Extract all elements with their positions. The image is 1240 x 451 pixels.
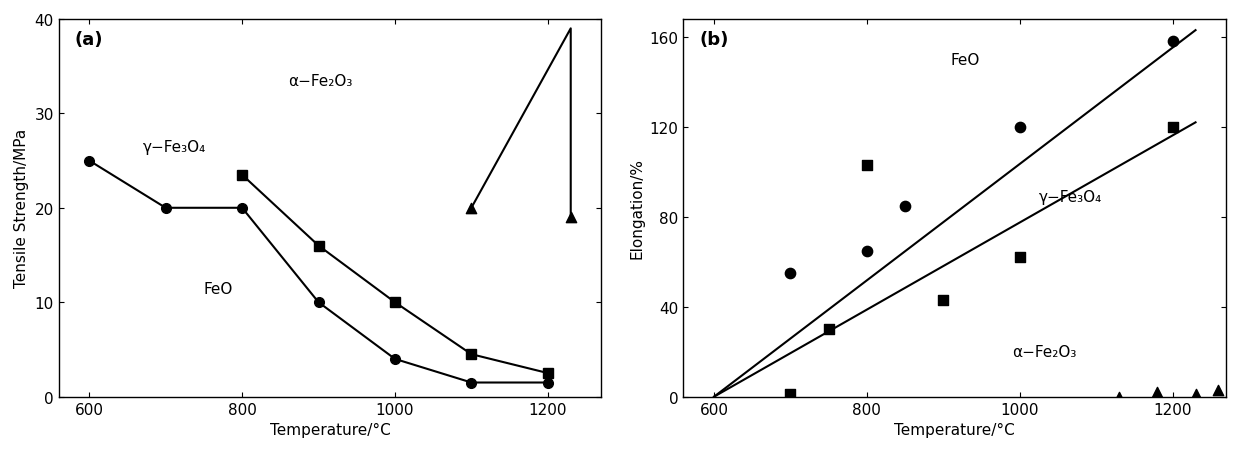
Point	[818, 326, 838, 333]
Point	[1009, 124, 1029, 131]
Point	[560, 214, 580, 221]
Point	[461, 205, 481, 212]
Point	[857, 162, 877, 169]
Point	[934, 297, 954, 304]
Text: FeO: FeO	[951, 53, 981, 68]
Point	[1185, 391, 1205, 398]
Point	[895, 202, 915, 210]
Text: γ−Fe₃O₄: γ−Fe₃O₄	[1039, 189, 1102, 205]
Text: α−Fe₂O₃: α−Fe₂O₃	[1012, 345, 1076, 359]
Point	[1163, 39, 1183, 46]
Y-axis label: Elongation/%: Elongation/%	[629, 158, 644, 259]
Point	[1163, 124, 1183, 131]
Text: (a): (a)	[74, 31, 103, 49]
Point	[780, 391, 800, 398]
Text: γ−Fe₃O₄: γ−Fe₃O₄	[143, 140, 206, 155]
Point	[780, 270, 800, 277]
Y-axis label: Tensile Strength/MPa: Tensile Strength/MPa	[14, 129, 29, 288]
Text: α−Fe₂O₃: α−Fe₂O₃	[288, 74, 352, 89]
X-axis label: Temperature/°C: Temperature/°C	[894, 422, 1016, 437]
Text: (b): (b)	[699, 31, 729, 49]
X-axis label: Temperature/°C: Temperature/°C	[269, 422, 391, 437]
Point	[857, 247, 877, 254]
Point	[1110, 393, 1130, 400]
Point	[1147, 389, 1167, 396]
Point	[1209, 387, 1229, 394]
Point	[1009, 254, 1029, 261]
Text: FeO: FeO	[203, 281, 233, 296]
